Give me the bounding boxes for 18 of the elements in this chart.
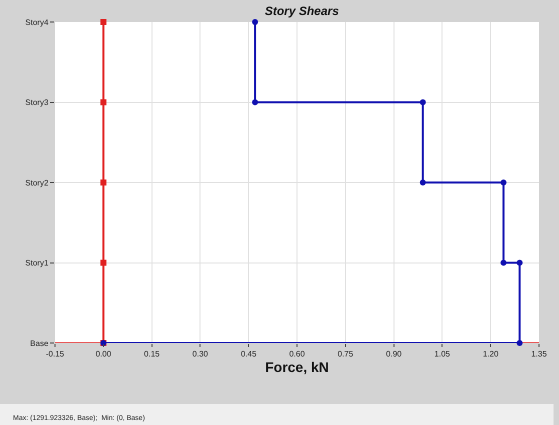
x-tick-label: 0.45	[240, 350, 257, 359]
x-tick-label: 0.90	[386, 350, 402, 359]
x-tick-label: 1.20	[482, 350, 499, 359]
x-tick-label: 0.00	[96, 350, 112, 359]
x-tick-label: 0.75	[338, 350, 354, 359]
x-tick-label: 0.15	[144, 350, 160, 359]
x-tick-label: 0.60	[289, 350, 306, 359]
y-tick-label: Story4	[25, 18, 49, 27]
y-tick-label: Base	[30, 338, 49, 348]
chart-title: Story Shears	[264, 4, 340, 18]
y-tick-label: Story3	[25, 98, 49, 108]
x-tick-label: -0.15	[46, 350, 65, 359]
x-tick-label: 1.35	[531, 350, 548, 359]
x-axis-title: Force, kN	[265, 358, 329, 375]
x-tick-label: 0.30	[192, 350, 209, 359]
x-tick-label: 1.05	[434, 350, 451, 359]
y-tick-label: Story2	[25, 178, 49, 188]
y-tick-label: Story1	[25, 258, 49, 268]
